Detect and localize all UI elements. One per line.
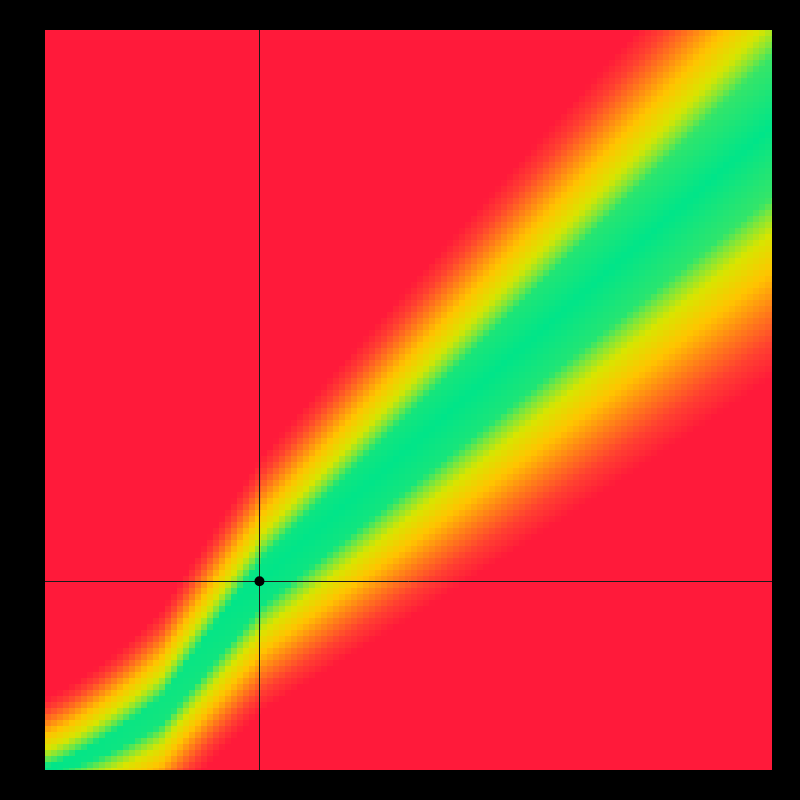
bottleneck-heatmap bbox=[0, 0, 800, 800]
chart-container: TheBottleneck.com bbox=[0, 0, 800, 800]
